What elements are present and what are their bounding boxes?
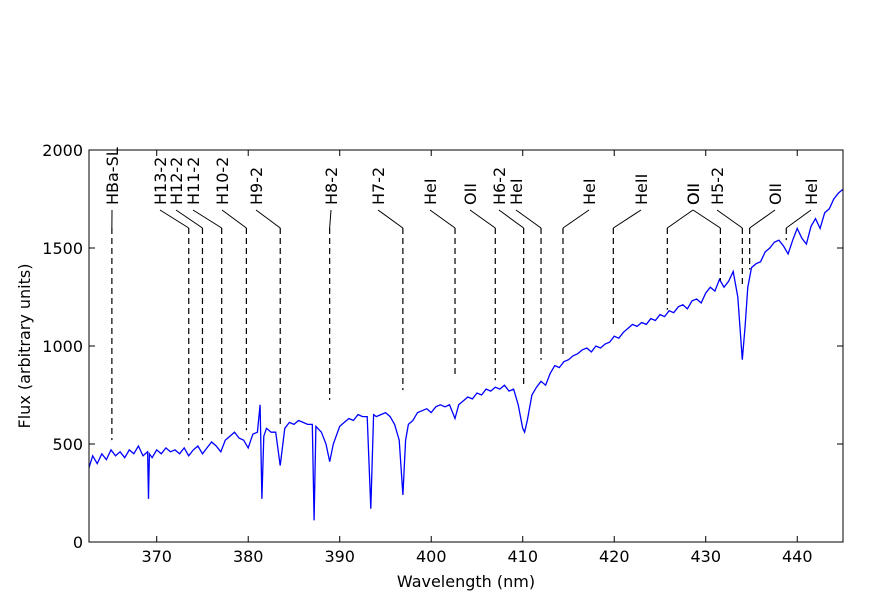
y-tick-label: 500 [52, 435, 83, 454]
annotation-label: HeI [507, 178, 526, 205]
annotation-label: H13-2 [151, 157, 170, 205]
annotation-label: HeI [580, 178, 599, 205]
x-axis-label: Wavelength (nm) [397, 572, 535, 591]
annotation-label: HeI [802, 178, 821, 205]
annotation-label: H6-2 [490, 167, 509, 205]
annotation-label: H10-2 [213, 157, 232, 205]
annotation-label: H8-2 [322, 167, 341, 205]
y-tick-label: 0 [73, 533, 83, 552]
annotation-connector [175, 209, 203, 229]
annotation-connector [255, 209, 281, 229]
annotation-label: OII [684, 183, 703, 205]
annotation-connector [159, 209, 190, 229]
annotation-connector [329, 209, 332, 229]
annotation-connector [429, 209, 456, 229]
annotation-label: H5-2 [708, 167, 727, 205]
annotation-label: OII [461, 183, 480, 205]
spectrum-line [89, 188, 843, 521]
x-tick-label: 400 [416, 547, 447, 566]
annotation-label: H7-2 [369, 167, 388, 205]
annotation-connector [785, 209, 812, 229]
annotation-connector [692, 209, 721, 229]
x-tick-label: 410 [507, 547, 538, 566]
plot-frame [88, 149, 844, 543]
annotation-connector [498, 209, 524, 229]
y-tick-label: 1500 [42, 239, 83, 258]
annotation-label: OII [684, 183, 703, 205]
x-tick-label: 380 [233, 547, 264, 566]
y-tick-label: 1000 [42, 337, 83, 356]
y-tick-label: 2000 [42, 141, 83, 160]
x-tick-label: 420 [599, 547, 630, 566]
annotation-label: OII [766, 183, 785, 205]
annotation-label: HeII [632, 174, 651, 205]
annotation-label: HBa-SL [103, 147, 122, 205]
annotation-connector [749, 209, 776, 229]
annotation-connector [221, 209, 247, 229]
annotation-connector [192, 209, 222, 229]
annotation-connector [667, 209, 694, 229]
x-tick-label: 440 [782, 547, 813, 566]
annotation-connector [469, 209, 496, 229]
annotation-label: H9-2 [247, 167, 266, 205]
y-axis-label: Flux (arbitrary units) [15, 264, 34, 429]
annotation-connector [377, 209, 404, 229]
annotation-connector [613, 209, 642, 229]
annotation-label: HeI [421, 178, 440, 205]
annotation-label: H12-2 [167, 157, 186, 205]
x-tick-label: 390 [324, 547, 355, 566]
x-tick-label: 370 [141, 547, 172, 566]
x-tick-label: 430 [690, 547, 721, 566]
annotation-label: H11-2 [184, 157, 203, 205]
annotation-connector [562, 209, 590, 229]
annotation-connector [716, 209, 743, 229]
annotation-connector [515, 209, 542, 229]
